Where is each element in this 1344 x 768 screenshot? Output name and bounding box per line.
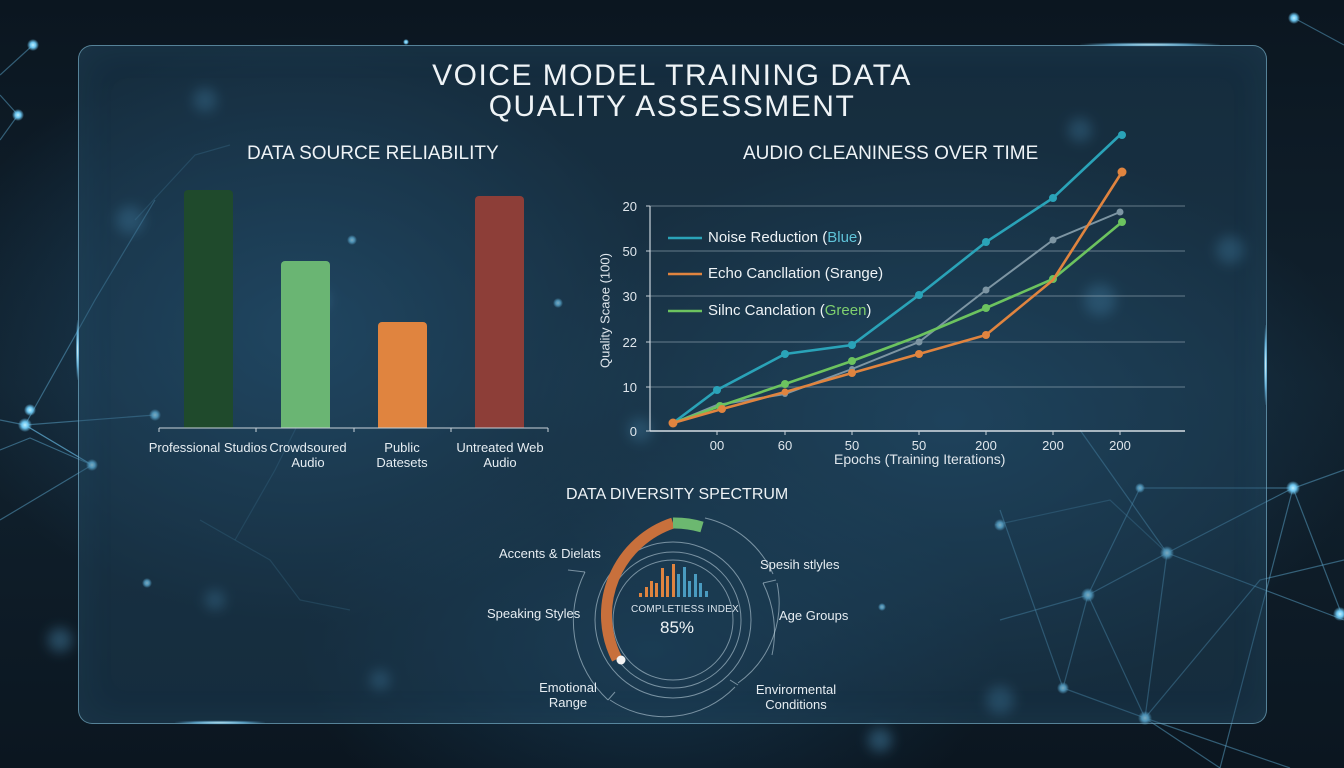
gauge-fill-green bbox=[672, 517, 704, 533]
bar-professional-studios bbox=[184, 190, 233, 428]
label-accents-dialects: Accents & Dielats bbox=[499, 546, 601, 561]
legend-item-noise-reduction: Noise Reduction (Blue) bbox=[708, 229, 863, 246]
y-tick-label: 10 bbox=[622, 380, 637, 395]
legend-item-echo-cancellation: Echo Cancllation (Srange) bbox=[708, 265, 884, 282]
bar-label-public-datasets: Public Datesets bbox=[376, 440, 428, 470]
y-tick-label: 30 bbox=[622, 289, 637, 304]
series-orange-line bbox=[672, 171, 1124, 425]
dashboard-panel bbox=[78, 45, 1267, 724]
x-tick-label: 200 bbox=[1109, 438, 1131, 453]
label-age-groups: Age Groups bbox=[779, 608, 849, 623]
y-tick-label: 50 bbox=[622, 244, 637, 259]
bar-label-crowdsourced-audio: Crowdsoured Audio bbox=[269, 440, 347, 470]
title-line-1: VOICE MODEL TRAINING DATA bbox=[432, 59, 912, 92]
y-tick-label: 20 bbox=[622, 199, 637, 214]
x-tick-label: 00 bbox=[709, 438, 725, 453]
panel-glow-top bbox=[1080, 43, 1220, 46]
bar-label-untreated-web-audio: Untreated Web Audio bbox=[456, 440, 544, 470]
series-blue-line bbox=[672, 134, 1121, 425]
mini-histogram bbox=[639, 564, 708, 597]
label-speaking-styles-left: Speaking Styles bbox=[487, 606, 581, 621]
page-title: VOICE MODEL TRAINING DATA QUALITY ASSESS… bbox=[0, 60, 1344, 122]
x-tick-label: 200 bbox=[1042, 438, 1064, 453]
line-chart-title: AUDIO CLEANINESS OVER TIME bbox=[743, 143, 1039, 164]
completeness-index-value: 85% bbox=[660, 618, 695, 637]
title-line-2: QUALITY ASSESSMENT bbox=[488, 90, 856, 123]
label-environmental-conditions: Envirormental Conditions bbox=[755, 682, 837, 712]
bar-public-datasets bbox=[378, 322, 427, 428]
gauge-fill-orange bbox=[601, 517, 675, 662]
x-tick-label: 60 bbox=[777, 438, 793, 453]
label-speaking-styles-right: Spesih stlyles bbox=[760, 557, 840, 572]
gauge-handle bbox=[616, 655, 626, 665]
x-axis-label: Epochs (Training Iterations) bbox=[834, 451, 1006, 467]
bar-chart-title: DATA SOURCE RELIABILITY bbox=[247, 143, 499, 164]
panel-glow-left bbox=[76, 320, 79, 380]
bar-untreated-web-audio bbox=[475, 196, 524, 428]
diversity-title: DATA DIVERSITY SPECTRUM bbox=[566, 486, 789, 503]
bar-crowdsourced-audio bbox=[281, 261, 330, 428]
bar-chart-baseline bbox=[158, 427, 549, 432]
y-tick-label: 0 bbox=[629, 424, 637, 439]
x-tick-label: 200 bbox=[975, 438, 997, 453]
completeness-index-label: COMPLETIESS INDEX bbox=[631, 604, 739, 615]
bar-label-professional-studios: Professional Studios bbox=[148, 440, 268, 455]
legend-item-silence-cancellation: Silnc Canclation (Green) bbox=[708, 302, 872, 319]
panel-glow-bottom bbox=[175, 721, 265, 724]
y-tick-label: 22 bbox=[622, 335, 637, 350]
label-emotional-range: Emotional Range bbox=[539, 680, 597, 710]
panel-glow-right bbox=[1264, 325, 1267, 405]
series-green-line bbox=[672, 220, 1123, 425]
x-tick-label: 50 bbox=[844, 438, 860, 453]
x-tick-label: 50 bbox=[911, 438, 927, 453]
